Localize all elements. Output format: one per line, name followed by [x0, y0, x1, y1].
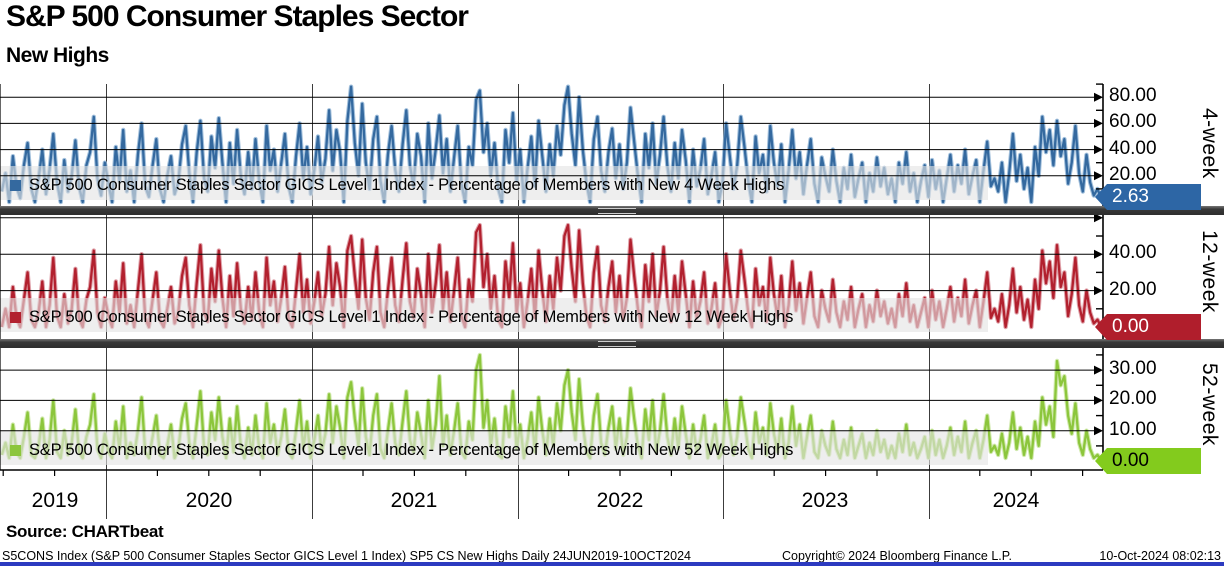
splitter-grip-icon	[598, 341, 636, 347]
y-tick-label: 20.00	[1109, 163, 1157, 185]
axis-title-12week: 12-week	[1198, 230, 1221, 313]
axis-title-52week: 52-week	[1198, 363, 1221, 446]
last-value: 0.00	[1112, 450, 1149, 471]
y-tick-label: 20.00	[1109, 278, 1157, 300]
legend-swatch-red-icon	[10, 312, 21, 323]
x-axis-year-label: 2019	[31, 489, 79, 512]
legend-4week: S&P 500 Consumer Staples Sector GICS Lev…	[10, 176, 784, 195]
legend-band-12week	[0, 298, 988, 332]
y-tick-label: 60.00	[1109, 111, 1157, 133]
legend-swatch-green-icon	[10, 445, 21, 456]
legend-band-52week	[0, 431, 988, 465]
legend-label: S&P 500 Consumer Staples Sector GICS Lev…	[29, 176, 785, 194]
terminal-bottom-bar	[0, 562, 1224, 566]
page-title: S&P 500 Consumer Staples Sector	[6, 0, 469, 33]
last-value-badge-4week: 2.63	[1095, 184, 1201, 210]
last-value-badge-12week: 0.00	[1095, 314, 1201, 340]
footer-timestamp: 10-Oct-2024 08:02:13	[1099, 549, 1221, 563]
y-tick-label: 80.00	[1109, 85, 1157, 107]
legend-label: S&P 500 Consumer Staples Sector GICS Lev…	[29, 441, 794, 459]
axis-title-4week: 4-week	[1198, 107, 1221, 179]
y-tick-label: 10.00	[1109, 418, 1157, 440]
chart-subtitle: New Highs	[6, 44, 109, 67]
x-axis-year-label: 2021	[390, 489, 438, 512]
source-label: Source: CHARTbeat	[6, 522, 164, 541]
last-value: 2.63	[1112, 186, 1149, 207]
last-value: 0.00	[1112, 316, 1149, 337]
splitter-grip-icon	[598, 208, 636, 214]
panel-splitter-2[interactable]	[0, 339, 1224, 348]
legend-label: S&P 500 Consumer Staples Sector GICS Lev…	[29, 308, 794, 326]
legend-12week: S&P 500 Consumer Staples Sector GICS Lev…	[10, 308, 793, 327]
last-value-badge-52week: 0.00	[1095, 448, 1201, 474]
y-tick-label: 20.00	[1109, 388, 1157, 410]
footer-copyright: Copyright© 2024 Bloomberg Finance L.P.	[782, 549, 1012, 563]
x-axis-year-label: 2022	[596, 489, 644, 512]
x-axis-year-label: 2020	[185, 489, 233, 512]
panel-splitter-1[interactable]	[0, 206, 1224, 215]
y-tick-label: 40.00	[1109, 137, 1157, 159]
legend-52week: S&P 500 Consumer Staples Sector GICS Lev…	[10, 441, 793, 460]
x-axis-year-label: 2024	[992, 489, 1040, 512]
legend-band-4week	[0, 166, 988, 200]
y-tick-label: 40.00	[1109, 242, 1157, 264]
footer-ticker-info: S5CONS Index (S&P 500 Consumer Staples S…	[2, 549, 691, 563]
y-tick-label: 30.00	[1109, 358, 1157, 380]
legend-swatch-blue-icon	[10, 180, 21, 191]
x-axis-year-label: 2023	[801, 489, 849, 512]
